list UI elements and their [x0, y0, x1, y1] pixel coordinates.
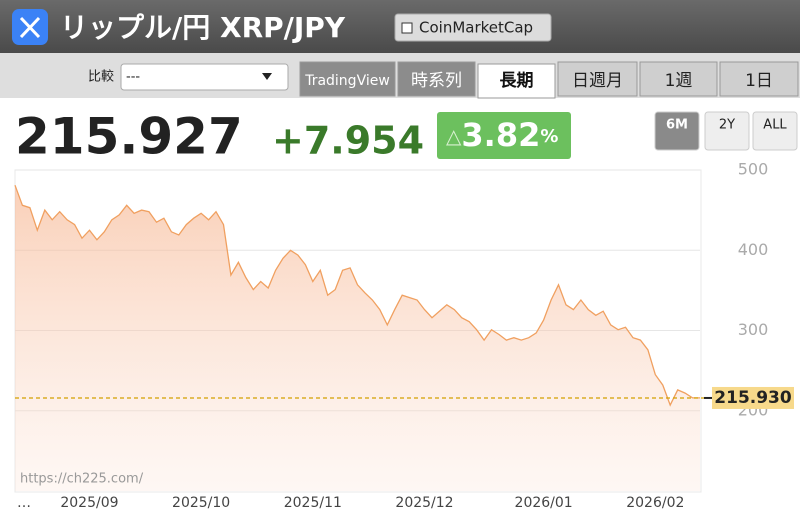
y-tick-label: 300 [738, 320, 769, 339]
compare-value: --- [126, 70, 140, 85]
y-tick-label: 500 [738, 160, 769, 179]
range-button[interactable] [654, 111, 700, 151]
compare-select[interactable] [120, 63, 289, 91]
range-button-label: 6M [666, 118, 688, 133]
tab[interactable] [639, 61, 718, 97]
source-button-label: CoinMarketCap [419, 19, 533, 37]
price: 215.927 [15, 108, 243, 166]
x-tick-label: 2025/11 [284, 495, 342, 511]
current-price-box [712, 386, 794, 409]
x-icon-glyph [19, 16, 41, 39]
change-pct: △3.82% [446, 116, 558, 154]
tab[interactable] [477, 63, 556, 99]
page-title: リップル/円 XRP/JPY [60, 11, 346, 44]
select-arrow [262, 73, 272, 80]
x-tick-label: 2026/01 [515, 495, 573, 511]
tab[interactable] [397, 61, 476, 97]
range-button-label: ALL [763, 118, 787, 133]
y-tick-label: 400 [738, 240, 769, 259]
current-price-label: 215.930 [714, 388, 792, 408]
tab-label: 1週 [665, 71, 693, 91]
tab-label: TradingView [304, 73, 390, 89]
change: +7.954 [272, 119, 424, 163]
source-button[interactable] [394, 13, 552, 42]
change-badge [437, 112, 571, 159]
tab-label: 日週月 [572, 71, 623, 91]
x-tick-label: 2025/09 [60, 495, 118, 511]
tab[interactable] [299, 61, 396, 97]
area [15, 185, 700, 491]
watermark: https://ch225.com/ [20, 472, 144, 487]
tab-label: 時系列 [411, 71, 462, 91]
x-tick-label: 2025/12 [395, 495, 453, 511]
compare-label: 比較 [88, 70, 114, 85]
x-tick-label: 2026/02 [626, 495, 684, 511]
range-button[interactable] [752, 111, 798, 151]
tab-label: 長期 [500, 71, 534, 91]
source-icon [401, 22, 413, 34]
tab[interactable] [557, 61, 638, 97]
range-button[interactable] [704, 111, 750, 151]
tab[interactable] [719, 61, 799, 97]
tab-label: 1日 [745, 71, 773, 91]
range-button-label: 2Y [719, 118, 735, 133]
x-tick-label: 2025/10 [172, 495, 230, 511]
x-tick-label: … [17, 495, 31, 511]
price-line [14, 184, 700, 407]
